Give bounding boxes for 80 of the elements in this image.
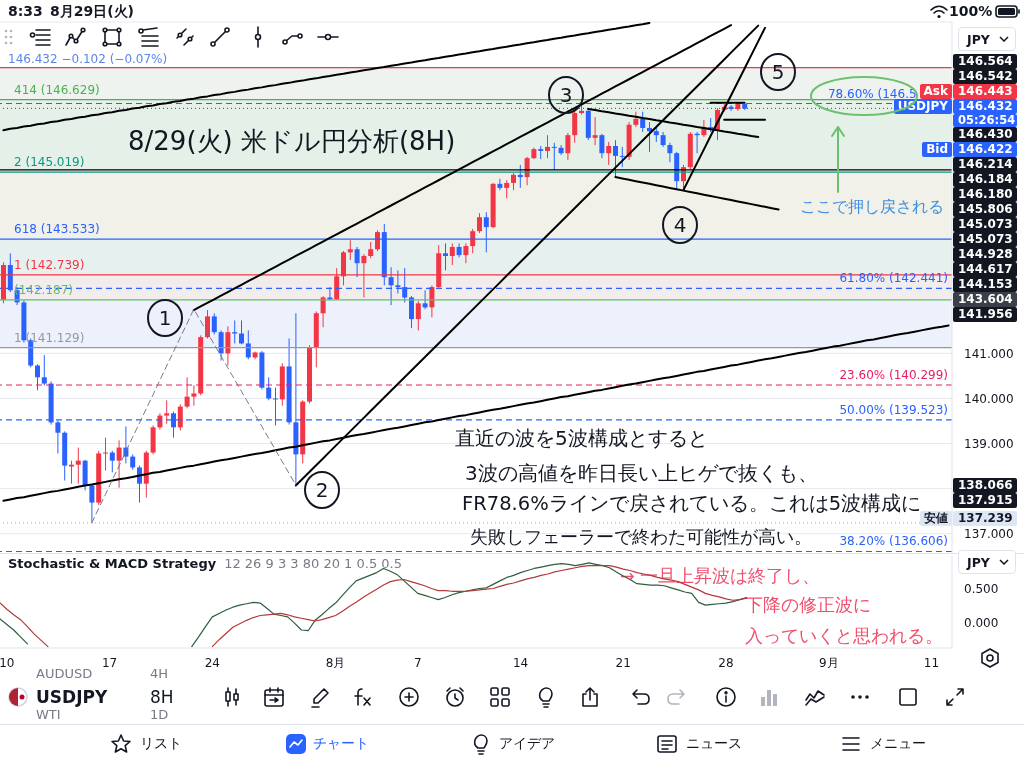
text: 144.928 [958, 247, 1013, 261]
text: 1D [150, 707, 169, 722]
chart-subtitle: 12 26 9 3 3 80 20 1 0.5 0.5 [224, 556, 402, 571]
ref-line-label: 2 (145.019) [14, 155, 85, 170]
y-tick-label: 139.000 [964, 436, 1014, 451]
y-tick-label: 0.500 [964, 581, 999, 596]
text: 145.806 [958, 202, 1013, 216]
x-tick-label: 17 [101, 655, 118, 670]
text: ニュース [686, 735, 742, 751]
ref-line-label: 414 (146.629) [14, 82, 100, 97]
text: 100% [949, 3, 993, 19]
annotation: 146.432 −0.102 (−0.07%) [8, 52, 168, 66]
text: 146.180 [958, 187, 1013, 201]
ref-line-label: 23.60% (140.299) [839, 367, 948, 382]
text: 146.432 [958, 99, 1013, 113]
annotation: 4 [673, 213, 687, 237]
annotation: 安値 [924, 511, 948, 525]
text: リスト [140, 735, 182, 751]
annotation: 失敗しフェーラーで終わた可能性が高い。 [470, 526, 812, 547]
text: 145.073 [958, 217, 1013, 231]
ref-line-label: 1 (142.739) [14, 257, 85, 272]
text: チャート [313, 735, 369, 751]
annotation: FR78.6%ラインで戻されている。これは5波構成に [462, 492, 922, 515]
text: 138.066 [958, 478, 1013, 492]
text: 8/29(火) 米ドル円分析(8H) [128, 126, 456, 156]
text: 146.184 [958, 172, 1013, 186]
text: 146.542 [958, 69, 1013, 83]
x-tick-label: 9月 [818, 655, 839, 670]
text: 146.214 [958, 157, 1013, 171]
x-tick-label: 11 [923, 655, 940, 670]
x-tick-label: 8月 [325, 655, 346, 670]
text: 146.430 [958, 127, 1013, 141]
annotation: Ask [923, 84, 948, 98]
text: 146.564 [958, 54, 1013, 68]
y-tick-label: 0.000 [964, 616, 999, 631]
ref-line-label: 618 (143.533) [14, 222, 100, 237]
x-tick-label: 28 [718, 655, 734, 670]
annotation: 1 [158, 306, 172, 330]
text: 8H [150, 687, 174, 707]
text: 05:26:54 [958, 113, 1016, 127]
text: アイデア [499, 735, 555, 751]
text: 146.422 [958, 142, 1013, 156]
text: AUDUSD [36, 666, 93, 681]
text: 145.073 [958, 232, 1013, 246]
annotation: 直近の波を5波構成とすると [455, 426, 708, 450]
ref-line-label: 78.60% (146.5 [827, 86, 917, 101]
text: 146.443 [958, 84, 1013, 98]
text: 8月29日(火) [50, 3, 135, 19]
text: WTI [36, 707, 61, 722]
annotation: 2 [315, 478, 329, 502]
annotation: ここで押し戻される [800, 197, 944, 216]
x-tick-label: 14 [512, 655, 529, 670]
annotation: 下降の修正波に [745, 595, 871, 615]
ref-line-label: 50.00% (139.523) [839, 402, 948, 417]
text: 141.956 [958, 307, 1013, 321]
text: USDJPY [36, 687, 108, 707]
annotation: Bid [926, 142, 948, 156]
dropdown: JPY [958, 27, 1016, 51]
text: メニュー [870, 735, 926, 751]
chart-title: Stochastic & MACD Strategy [8, 556, 217, 571]
y-tick-label: 137.000 [964, 526, 1014, 541]
text: 144.617 [958, 262, 1013, 276]
annotation: 入っていくと思われる。 [745, 626, 943, 646]
text: 144.153 [958, 277, 1013, 291]
x-tick-label: 24 [204, 655, 220, 670]
dropdown: JPY [958, 550, 1016, 574]
y-tick-label: 141.000 [964, 346, 1014, 361]
x-tick-label: 21 [615, 655, 631, 670]
annotation: 3波の高値を昨日長い上ヒゲで抜くも、 [465, 461, 818, 485]
ref-line-label: 61.80% (142.441) [839, 271, 948, 286]
text: 137.239 [958, 511, 1013, 525]
y-tick-label: 140.000 [964, 391, 1014, 406]
annotation: 5 [771, 60, 785, 84]
ref-line-label: 38.20% (136.606) [839, 534, 948, 549]
text: 4H [150, 666, 169, 681]
x-tick-label: 7 [413, 655, 422, 670]
text: 8:33 [8, 3, 43, 19]
text: 143.604 [958, 292, 1013, 306]
x-tick-label: 10 [0, 655, 15, 670]
text: 137.915 [958, 493, 1013, 507]
